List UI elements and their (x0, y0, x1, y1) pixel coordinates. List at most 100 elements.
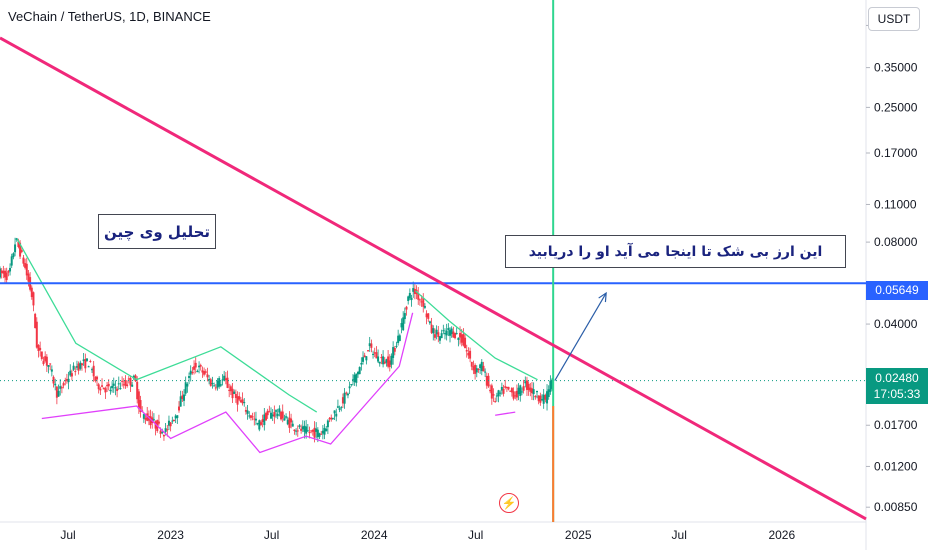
candle-down (512, 391, 515, 399)
candle-up (331, 417, 334, 419)
candle-up (395, 345, 398, 347)
candle-up (9, 267, 12, 272)
candle-up (340, 407, 343, 409)
candle-down (65, 379, 68, 381)
candle-down (251, 416, 254, 418)
candle-down (84, 358, 87, 369)
candle-up (445, 330, 448, 336)
candle-up (15, 238, 18, 240)
candle-up (263, 414, 266, 426)
candle-up (392, 347, 395, 358)
y-tick-label: 0.01200 (874, 459, 918, 473)
candle-up (408, 293, 411, 299)
candle-up (174, 415, 177, 419)
lightning-icon[interactable]: ⚡ (499, 493, 519, 513)
arrow-line[interactable] (554, 292, 607, 381)
candle-up (219, 384, 222, 386)
candle-down (139, 400, 142, 413)
candle-down (522, 386, 525, 391)
candle-down (101, 385, 104, 387)
candle-up (318, 433, 321, 437)
candle-down (462, 334, 465, 346)
candle-down (74, 371, 77, 373)
x-tick-label: Jul (264, 528, 279, 542)
candle-up (167, 420, 170, 426)
candle-down (193, 366, 196, 370)
candle-up (142, 414, 145, 419)
candle-down (273, 412, 276, 417)
candle-down (45, 356, 48, 366)
candle-down (122, 384, 125, 386)
candle-down (529, 387, 532, 392)
candle-up (457, 337, 460, 340)
price-axis[interactable]: 0.500000.350000.250000.170000.110000.080… (866, 18, 918, 514)
candle-up (276, 413, 279, 417)
candle-up (188, 376, 191, 378)
candle-up (57, 390, 60, 397)
candle-up (196, 370, 199, 373)
candle-down (2, 270, 5, 274)
annotation-right[interactable]: این ارز بی شک تا اینجا می آید او را دریا… (505, 235, 846, 268)
candle-up (353, 374, 356, 383)
symbol-title[interactable]: VeChain / TetherUS, 1D, BINANCE (8, 9, 211, 24)
candle-down (507, 386, 510, 390)
candle-down (44, 356, 47, 361)
candle-up (343, 392, 346, 404)
candle-down (129, 378, 132, 386)
candle-up (407, 296, 410, 301)
time-axis[interactable]: Jul 2023 Jul 2024 Jul 2025 Jul 2026 (60, 528, 795, 542)
candle-down (539, 395, 542, 403)
candle-up (258, 420, 261, 430)
candle-down (544, 395, 547, 400)
candle-up (335, 413, 338, 417)
candle-down (136, 381, 139, 400)
candle-up (435, 329, 438, 335)
pattern-line-pink[interactable] (41, 312, 414, 454)
candle-down (224, 378, 227, 381)
candle-down (70, 373, 73, 377)
candle-down (259, 422, 262, 425)
candle-down (427, 313, 430, 319)
candle-down (311, 429, 314, 432)
trendline[interactable] (0, 36, 867, 521)
candle-up (112, 383, 115, 386)
candle-down (280, 411, 283, 420)
pattern-line-green[interactable] (16, 238, 318, 413)
candle-up (75, 366, 78, 368)
currency-button[interactable]: USDT (868, 7, 920, 31)
candle-up (208, 379, 211, 381)
candle-up (218, 378, 221, 387)
candle-down (494, 401, 497, 403)
countdown-value: 17:05:33 (873, 387, 921, 401)
y-tick-label: 0.08000 (874, 235, 918, 249)
pattern-line-green-2[interactable] (415, 290, 538, 381)
candle-up (390, 355, 393, 365)
candle-down (144, 417, 147, 420)
candle-down (308, 432, 311, 434)
candle-down (149, 416, 152, 426)
candle-down (527, 383, 530, 391)
candle-down (231, 388, 234, 399)
candle-down (203, 371, 206, 375)
candles-group (0, 237, 554, 443)
candle-down (383, 361, 386, 364)
annotation-left[interactable]: تحلیل وی چین (98, 214, 216, 249)
candle-up (131, 384, 134, 387)
candle-down (467, 352, 470, 356)
candle-down (80, 363, 83, 366)
x-tick-label: 2026 (768, 528, 795, 542)
candle-down (204, 371, 207, 373)
pattern-line-pink-2[interactable] (495, 411, 516, 416)
candle-up (87, 366, 90, 368)
candle-up (402, 317, 405, 331)
candle-up (256, 423, 259, 425)
candle-down (420, 301, 423, 303)
candle-down (24, 263, 27, 268)
candle-down (35, 321, 38, 348)
candle-down (94, 376, 97, 381)
candle-down (172, 419, 175, 421)
candle-down (253, 418, 256, 420)
candle-up (189, 370, 192, 375)
candle-up (303, 425, 306, 432)
